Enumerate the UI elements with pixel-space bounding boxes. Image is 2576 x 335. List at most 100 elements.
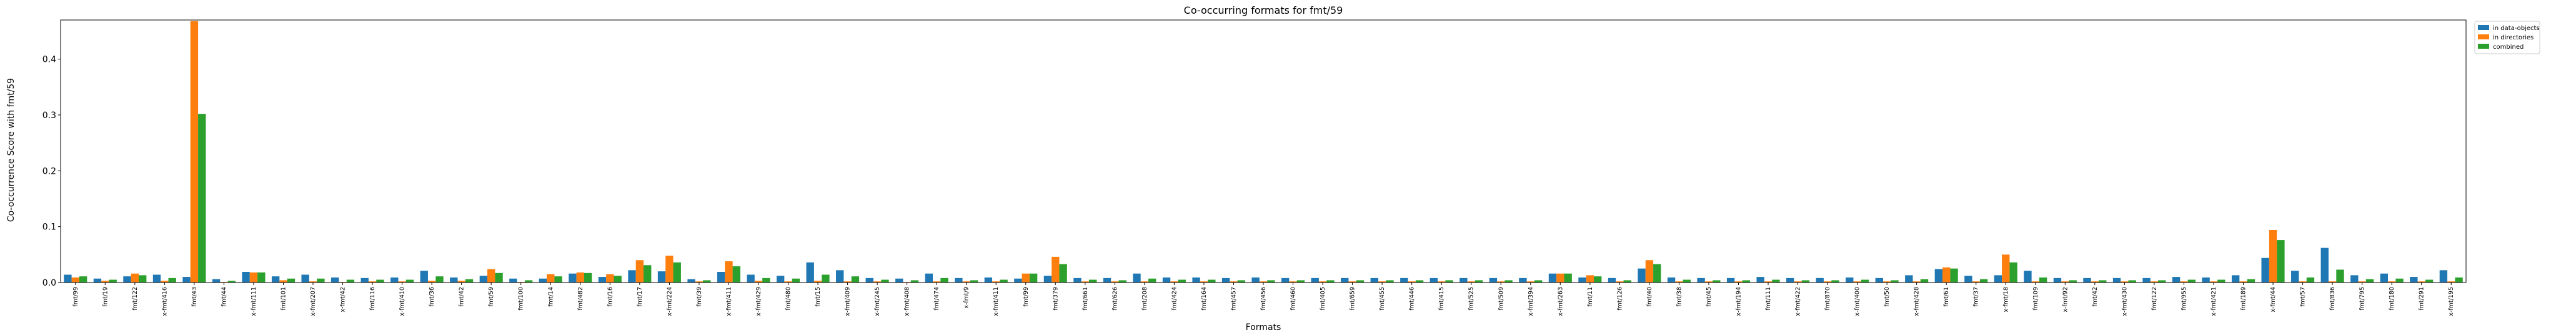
bar-in-directories-41 bbox=[1289, 281, 1297, 282]
bar-in-data-objects-2 bbox=[123, 276, 131, 282]
bar-in-directories-53 bbox=[1645, 260, 1654, 282]
x-ticks-group: fmt/99 fmt/19 fmt/122 x-fmt/416 fmt/43 fmt/44… bbox=[72, 282, 2455, 316]
bar-combined-32 bbox=[1029, 273, 1038, 282]
bar-in-data-objects-15 bbox=[509, 278, 517, 282]
bar-combined-23 bbox=[762, 278, 770, 282]
bar-in-data-objects-0 bbox=[64, 274, 72, 282]
x-axis-title: Formats bbox=[1246, 322, 1281, 332]
bar-in-data-objects-35 bbox=[1103, 278, 1111, 282]
x-tick-label: fmt/45 bbox=[1706, 287, 1713, 307]
bar-in-data-objects-48 bbox=[1489, 278, 1498, 282]
bar-in-directories-21 bbox=[695, 281, 704, 282]
bar-combined-73 bbox=[2247, 279, 2255, 282]
bar-in-directories-18 bbox=[606, 274, 614, 282]
bar-in-data-objects-5 bbox=[212, 279, 221, 282]
bar-combined-2 bbox=[139, 275, 147, 282]
x-tick-label: x-fmt/42 bbox=[340, 287, 347, 312]
x-tick-label: x-fmt/428 bbox=[1914, 287, 1921, 316]
legend-box bbox=[2474, 21, 2540, 54]
legend-swatch bbox=[2478, 34, 2489, 39]
bar-in-directories-76 bbox=[2328, 281, 2337, 282]
x-tick-label: x-fmt/422 bbox=[1795, 287, 1802, 316]
bar-in-data-objects-34 bbox=[1073, 278, 1082, 282]
bar-in-data-objects-20 bbox=[657, 271, 666, 282]
bar-in-data-objects-54 bbox=[1667, 277, 1676, 282]
bar-in-data-objects-66 bbox=[2024, 271, 2032, 282]
bar-in-data-objects-75 bbox=[2291, 271, 2299, 282]
bar-combined-41 bbox=[1296, 280, 1305, 282]
bar-combined-77 bbox=[2365, 279, 2374, 282]
bar-in-directories-25 bbox=[813, 281, 822, 282]
x-tick-label: x-fmt/430 bbox=[2121, 287, 2128, 316]
x-tick-label: x-fmt/416 bbox=[161, 287, 168, 316]
bar-in-data-objects-17 bbox=[569, 273, 577, 282]
bar-combined-14 bbox=[495, 272, 503, 282]
bar-in-data-objects-57 bbox=[1756, 277, 1764, 282]
x-tick-label: x-fmt/224 bbox=[666, 287, 673, 316]
x-tick-label: fmt/460 bbox=[1290, 287, 1297, 311]
bar-in-data-objects-27 bbox=[865, 278, 873, 282]
bar-in-data-objects-63 bbox=[1934, 269, 1943, 282]
bars-group bbox=[64, 21, 2463, 282]
bar-in-data-objects-37 bbox=[1162, 277, 1171, 282]
bar-in-data-objects-71 bbox=[2172, 277, 2181, 282]
bar-combined-62 bbox=[1920, 279, 1929, 282]
x-tick-label: fmt/122 bbox=[2151, 287, 2158, 311]
bar-combined-78 bbox=[2395, 278, 2404, 282]
bar-in-data-objects-42 bbox=[1311, 278, 1319, 282]
x-tick-label: x-fmt/411 bbox=[725, 287, 732, 316]
bar-combined-27 bbox=[881, 279, 889, 282]
legend: in data-objects in directories combined bbox=[2474, 21, 2540, 54]
bar-in-directories-79 bbox=[2417, 281, 2425, 282]
bar-in-data-objects-65 bbox=[1994, 275, 2002, 282]
bar-in-directories-35 bbox=[1111, 281, 1119, 282]
plot-frame bbox=[60, 19, 2467, 283]
bar-combined-72 bbox=[2217, 279, 2225, 282]
x-tick-label: fmt/101 bbox=[280, 287, 287, 311]
x-tick-label: fmt/189 bbox=[2240, 287, 2247, 311]
bar-combined-31 bbox=[1000, 279, 1008, 282]
legend-swatch bbox=[2478, 25, 2489, 30]
bar-combined-21 bbox=[703, 280, 711, 282]
bar-in-directories-29 bbox=[932, 281, 941, 282]
x-tick-label: x-fmt/394 bbox=[1528, 287, 1534, 316]
bar-in-directories-70 bbox=[2150, 281, 2159, 282]
bar-in-directories-47 bbox=[1467, 281, 1475, 282]
bar-in-data-objects-73 bbox=[2231, 275, 2240, 282]
bar-combined-3 bbox=[168, 278, 176, 282]
bar-in-data-objects-76 bbox=[2320, 248, 2329, 282]
bar-in-data-objects-18 bbox=[598, 277, 607, 282]
bar-in-data-objects-38 bbox=[1192, 277, 1200, 282]
bar-combined-17 bbox=[584, 272, 592, 282]
bar-combined-1 bbox=[109, 279, 117, 282]
bar-in-directories-1 bbox=[101, 281, 109, 282]
bar-in-directories-36 bbox=[1140, 281, 1149, 282]
bar-in-data-objects-79 bbox=[2410, 277, 2418, 282]
bar-in-directories-65 bbox=[2002, 254, 2010, 282]
bar-in-directories-32 bbox=[1022, 273, 1030, 282]
bar-in-directories-7 bbox=[279, 280, 287, 282]
x-tick-label: fmt/405 bbox=[1320, 287, 1326, 311]
bar-in-data-objects-60 bbox=[1846, 277, 1854, 282]
bar-in-data-objects-12 bbox=[420, 271, 428, 282]
x-tick-label: fmt/14 bbox=[547, 287, 554, 307]
bar-combined-49 bbox=[1534, 280, 1543, 282]
bar-in-directories-56 bbox=[1734, 281, 1743, 282]
x-tick-label: x-fmt/207 bbox=[310, 287, 317, 316]
bar-in-directories-13 bbox=[457, 281, 465, 282]
bar-in-data-objects-13 bbox=[450, 277, 458, 282]
bar-in-data-objects-41 bbox=[1281, 278, 1290, 282]
bar-in-directories-51 bbox=[1586, 275, 1594, 282]
bar-combined-6 bbox=[257, 272, 266, 282]
bar-in-data-objects-52 bbox=[1608, 278, 1616, 282]
bar-in-data-objects-67 bbox=[2053, 278, 2062, 282]
x-tick-label: fmt/50 bbox=[1884, 287, 1891, 307]
bar-combined-39 bbox=[1237, 280, 1246, 282]
x-tick-label: fmt/100 bbox=[518, 287, 525, 311]
bar-in-directories-68 bbox=[2091, 281, 2099, 282]
bar-in-directories-48 bbox=[1497, 281, 1505, 282]
bar-combined-4 bbox=[198, 114, 206, 282]
bar-combined-59 bbox=[1831, 280, 1839, 282]
x-tick-label: fmt/17 bbox=[637, 287, 644, 307]
x-tick-label: fmt/44 bbox=[221, 287, 227, 307]
